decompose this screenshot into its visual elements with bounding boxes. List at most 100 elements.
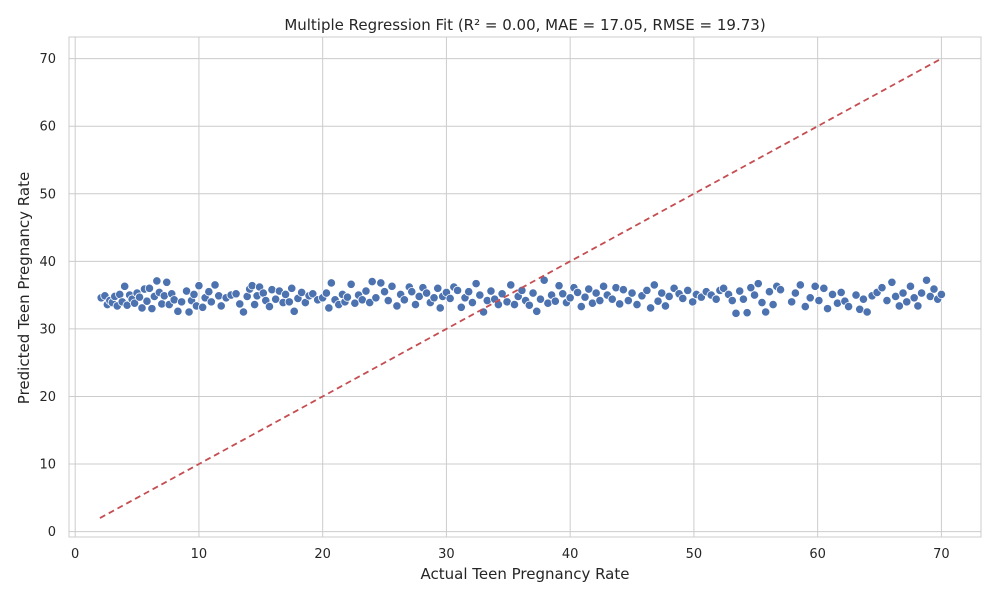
data-point xyxy=(660,301,671,311)
data-point xyxy=(719,283,729,293)
data-point xyxy=(683,285,693,295)
data-point xyxy=(486,286,496,296)
data-point xyxy=(173,306,183,316)
y-tick-label: 20 xyxy=(39,390,56,405)
data-point xyxy=(467,297,478,308)
data-point xyxy=(746,283,756,293)
data-point xyxy=(134,292,145,302)
data-point xyxy=(129,298,140,308)
data-point xyxy=(627,288,637,298)
data-point xyxy=(152,276,162,286)
data-point xyxy=(216,301,226,311)
data-point xyxy=(898,288,908,298)
data-point xyxy=(917,288,927,298)
data-point xyxy=(735,286,745,296)
data-point xyxy=(576,301,586,312)
data-point xyxy=(550,296,560,306)
data-point xyxy=(231,289,241,299)
y-tick-label: 40 xyxy=(39,255,56,270)
data-point xyxy=(558,289,568,299)
data-point xyxy=(342,292,353,302)
data-point xyxy=(280,289,291,300)
data-point xyxy=(184,307,194,317)
y-axis-label: Predicted Teen Pregnancy Rate xyxy=(15,172,33,404)
data-point xyxy=(407,287,417,297)
x-tick-label: 0 xyxy=(71,547,79,562)
data-point xyxy=(535,294,546,304)
data-point xyxy=(284,297,294,307)
data-point xyxy=(194,281,204,291)
data-point xyxy=(267,285,277,295)
data-point xyxy=(657,288,667,298)
x-axis-label: Actual Teen Pregnancy Rate xyxy=(421,565,630,583)
x-tick-label: 10 xyxy=(191,547,208,562)
data-point xyxy=(678,293,688,304)
data-point xyxy=(851,290,861,300)
y-tick-label: 0 xyxy=(48,525,56,540)
data-point xyxy=(580,292,590,302)
data-point xyxy=(727,295,737,306)
data-point xyxy=(162,277,172,287)
data-point xyxy=(623,295,633,306)
grid-lines xyxy=(69,37,981,537)
data-point xyxy=(271,294,281,304)
data-point xyxy=(929,284,939,294)
data-point xyxy=(142,296,152,306)
data-point xyxy=(653,296,663,306)
data-point xyxy=(753,279,763,289)
y-tick-label: 10 xyxy=(39,458,56,473)
data-point xyxy=(805,293,815,303)
x-tick-label: 70 xyxy=(933,547,950,562)
data-point xyxy=(642,285,652,295)
data-point xyxy=(189,289,199,300)
y-tick-label: 70 xyxy=(39,52,56,67)
data-point xyxy=(649,280,659,290)
data-point xyxy=(181,286,192,296)
data-point xyxy=(326,278,336,288)
data-points xyxy=(96,275,947,318)
data-point xyxy=(632,299,642,310)
data-point xyxy=(346,279,356,289)
data-point xyxy=(902,297,912,307)
data-point xyxy=(371,293,381,303)
data-point xyxy=(204,287,214,297)
data-point xyxy=(862,307,872,317)
data-point xyxy=(410,299,421,310)
data-point xyxy=(814,295,824,306)
data-point xyxy=(321,288,331,298)
data-point xyxy=(877,283,887,293)
x-tick-label: 50 xyxy=(686,547,703,562)
data-point xyxy=(757,297,767,308)
data-point xyxy=(595,295,605,306)
data-point xyxy=(688,297,698,307)
data-point xyxy=(819,283,829,293)
data-point xyxy=(882,295,892,306)
data-point xyxy=(422,288,432,298)
x-tick-label: 60 xyxy=(809,547,826,562)
data-point xyxy=(147,304,157,314)
data-point xyxy=(711,294,721,304)
data-point xyxy=(887,277,897,287)
data-point xyxy=(598,281,609,291)
data-point xyxy=(894,301,904,311)
data-point xyxy=(554,281,564,291)
data-point xyxy=(297,287,307,298)
data-point xyxy=(775,285,786,295)
data-point xyxy=(800,301,810,312)
data-point xyxy=(836,287,846,298)
data-point xyxy=(289,306,299,316)
data-point xyxy=(913,301,923,311)
data-point xyxy=(843,301,854,312)
data-point xyxy=(177,297,187,307)
data-point xyxy=(250,299,260,310)
y-tick-labels: 0 10 20 30 40 50 60 70 xyxy=(39,52,56,540)
data-point xyxy=(822,304,833,314)
data-point xyxy=(120,281,130,291)
data-point xyxy=(361,286,371,296)
x-tick-label: 30 xyxy=(438,547,455,562)
data-point xyxy=(206,297,216,307)
data-point xyxy=(350,298,360,308)
data-point xyxy=(392,301,402,311)
